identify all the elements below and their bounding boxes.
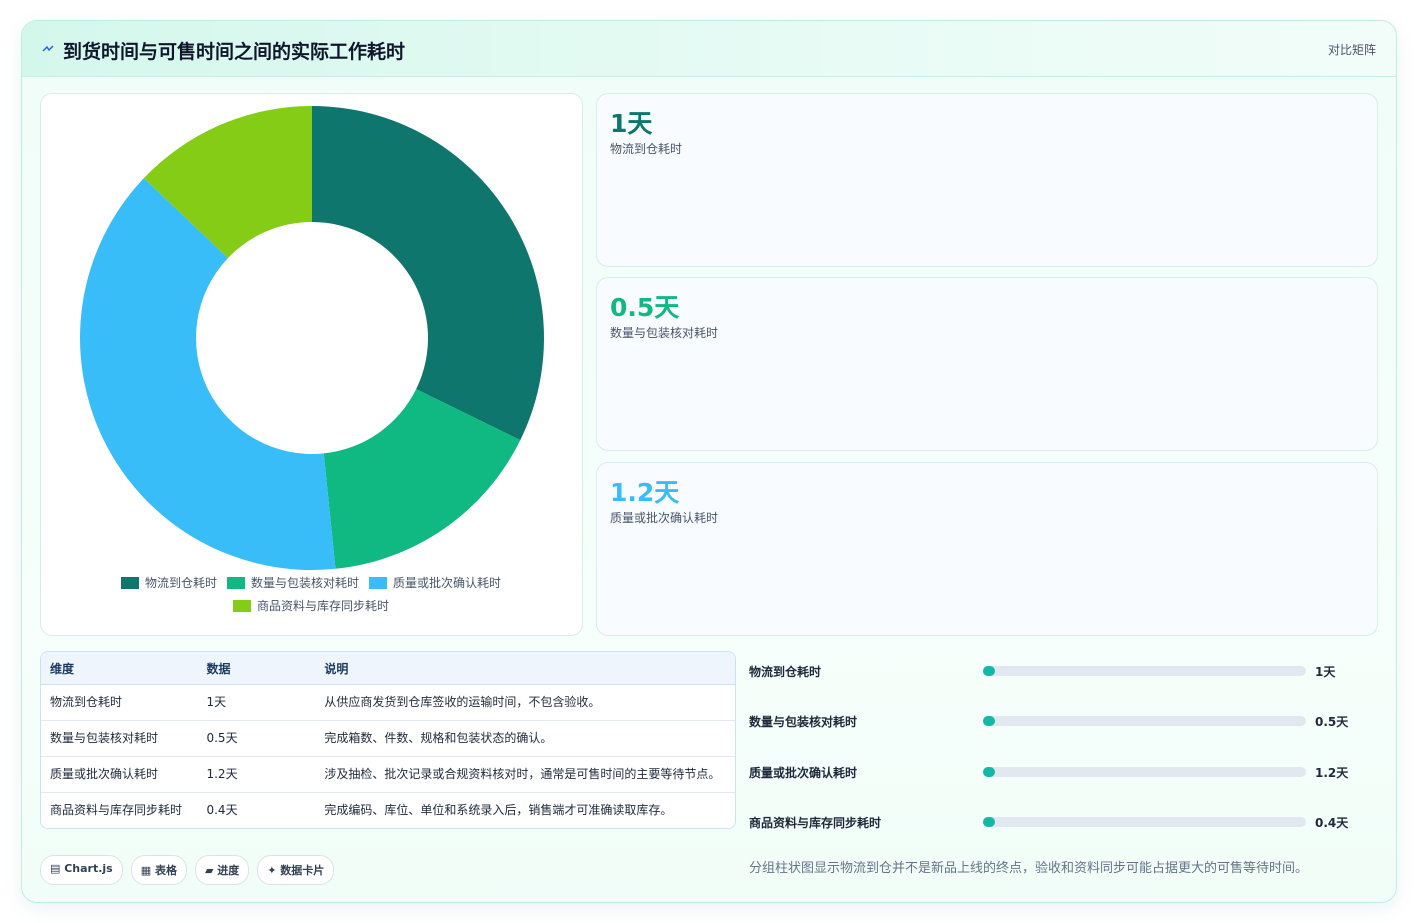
progress-value: 0.5天 bbox=[1315, 715, 1349, 730]
progress-value: 1.2天 bbox=[1315, 765, 1349, 780]
legend-swatch bbox=[226, 576, 245, 589]
header: 到货时间与可售时间之间的实际工作耗时 对比矩阵 bbox=[22, 21, 1396, 77]
donut-slice bbox=[323, 389, 521, 569]
legend-swatch bbox=[120, 576, 139, 589]
table-cell: 涉及抽检、批次记录或合规资料核对时，通常是可售时间的主要等待节点。 bbox=[315, 757, 735, 793]
progress-row: 数量与包装核对耗时 0.5天 bbox=[749, 711, 1369, 731]
legend-swatch bbox=[369, 576, 387, 589]
legend-label: 质量或批次确认耗时 bbox=[393, 576, 502, 590]
data-table: 维度 数据 说明 物流到仓耗时 1天 从供应商发货到仓库签收的运输时间，不包含验收。 数量与… bbox=[40, 651, 736, 829]
legend-item: 质量或批次确认耗时 bbox=[369, 574, 501, 591]
progress-track bbox=[983, 766, 1306, 777]
progress-value: 0.4天 bbox=[1315, 815, 1349, 830]
stat-value: 1.2天 bbox=[610, 478, 680, 507]
stat-card: 1.2天质量或批次确认耗时 bbox=[596, 462, 1378, 636]
legend-label: 数量与包装核对耗时 bbox=[250, 576, 359, 590]
stat-card: 0.5天数量与包装核对耗时 bbox=[596, 277, 1378, 451]
donut-slice bbox=[143, 106, 312, 259]
progress-track bbox=[983, 816, 1306, 827]
progress-dot bbox=[983, 766, 995, 777]
table-header: 维度 数据 说明 bbox=[41, 652, 735, 685]
tags: ▤ Chart.js ▦ 表格 ▰ 进度 ✦ 数据卡片 bbox=[40, 855, 335, 885]
chart-panel: 物流到仓耗时 数量与包装核对耗时 质量或批次确认耗时 商品资料与库存同步耗时 bbox=[40, 93, 583, 636]
legend-swatch bbox=[232, 599, 251, 612]
legend-item: 商品资料与库存同步耗时 bbox=[232, 597, 389, 614]
table-cell: 1.2天 bbox=[197, 757, 316, 793]
legend-item: 数量与包装核对耗时 bbox=[226, 574, 359, 591]
table-cell: 0.5天 bbox=[197, 721, 316, 757]
tag[interactable]: ✦ 数据卡片 bbox=[257, 855, 335, 885]
stat-label: 质量或批次确认耗时 bbox=[610, 511, 719, 525]
table-cell: 从供应商发货到仓库签收的运输时间，不包含验收。 bbox=[315, 685, 735, 721]
dashboard: 到货时间与可售时间之间的实际工作耗时 对比矩阵 物流到仓耗时 数量与包装核对耗时质… bbox=[21, 20, 1397, 903]
legend: 物流到仓耗时 数量与包装核对耗时 质量或批次确认耗时 商品资料与库存同步耗时 bbox=[111, 574, 511, 614]
header-icon bbox=[42, 45, 54, 52]
table-cell: 质量或批次确认耗时 bbox=[41, 757, 198, 793]
table-cell: 数量与包装核对耗时 bbox=[41, 721, 198, 757]
donut-chart bbox=[79, 106, 544, 570]
progress-label: 质量或批次确认耗时 bbox=[749, 765, 858, 780]
header-action[interactable]: 对比矩阵 bbox=[1327, 43, 1376, 57]
table-row: 物流到仓耗时 1天 从供应商发货到仓库签收的运输时间，不包含验收。 bbox=[41, 685, 735, 721]
stat-label: 物流到仓耗时 bbox=[610, 142, 683, 156]
table-cell: 完成编码、库位、单位和系统录入后，销售端才可准确读取库存。 bbox=[324, 803, 673, 817]
progress-label: 数量与包装核对耗时 bbox=[749, 715, 858, 730]
tag[interactable]: ▤ Chart.js bbox=[40, 855, 123, 885]
stat-card: 1天物流到仓耗时 bbox=[596, 93, 1378, 267]
progress-track bbox=[983, 716, 1306, 727]
legend-label: 物流到仓耗时 bbox=[144, 576, 217, 590]
progress-row: 质量或批次确认耗时 1.2天 bbox=[749, 762, 1369, 782]
stat-value: 1天 bbox=[610, 109, 653, 138]
column-header: 数据 bbox=[197, 652, 316, 685]
legend-item: 物流到仓耗时 bbox=[120, 574, 217, 591]
table-cell: 0.4天 bbox=[206, 803, 238, 817]
table-row: 质量或批次确认耗时 1.2天 涉及抽检、批次记录或合规资料核对时，通常是可售时间的主… bbox=[41, 757, 735, 793]
table-cell: 1天 bbox=[197, 685, 316, 721]
table-cell: 商品资料与库存同步耗时 bbox=[50, 803, 183, 817]
donut-slice bbox=[79, 178, 336, 570]
progress-value: 1天 bbox=[1315, 665, 1336, 679]
progress-track bbox=[983, 666, 1306, 676]
progress-dot bbox=[983, 716, 995, 727]
progress-row: 商品资料与库存同步耗时 0.4天 bbox=[749, 812, 1369, 832]
stat-label: 数量与包装核对耗时 bbox=[610, 326, 719, 340]
column-header: 说明 bbox=[315, 652, 735, 685]
column-header: 维度 bbox=[41, 652, 198, 685]
tag[interactable]: ▦ 表格 bbox=[130, 855, 187, 885]
progress-dot bbox=[983, 816, 995, 827]
progress-label: 商品资料与库存同步耗时 bbox=[749, 815, 882, 830]
table-cell: 完成箱数、件数、规格和包装状态的确认。 bbox=[315, 721, 735, 757]
progress-dot bbox=[983, 666, 995, 676]
note: 分组柱状图显示物流到仓并不是新品上线的终点，验收和资料同步可能占据更大的可售等待… bbox=[749, 861, 1309, 876]
title: 到货时间与可售时间之间的实际工作耗时 bbox=[63, 41, 406, 63]
legend-label: 商品资料与库存同步耗时 bbox=[256, 599, 389, 613]
stat-value: 0.5天 bbox=[610, 293, 680, 322]
table-row: 数量与包装核对耗时 0.5天 完成箱数、件数、规格和包装状态的确认。 bbox=[41, 721, 735, 757]
progress-row: 物流到仓耗时 1天 bbox=[749, 661, 1369, 681]
donut-slice bbox=[312, 106, 544, 441]
tag[interactable]: ▰ 进度 bbox=[194, 855, 250, 885]
table-cell: 物流到仓耗时 bbox=[41, 685, 198, 721]
progress-label: 物流到仓耗时 bbox=[749, 665, 822, 679]
table-row: 商品资料与库存同步耗时 0.4天 完成编码、库位、单位和系统录入后，销售端才可准确读… bbox=[41, 793, 735, 828]
